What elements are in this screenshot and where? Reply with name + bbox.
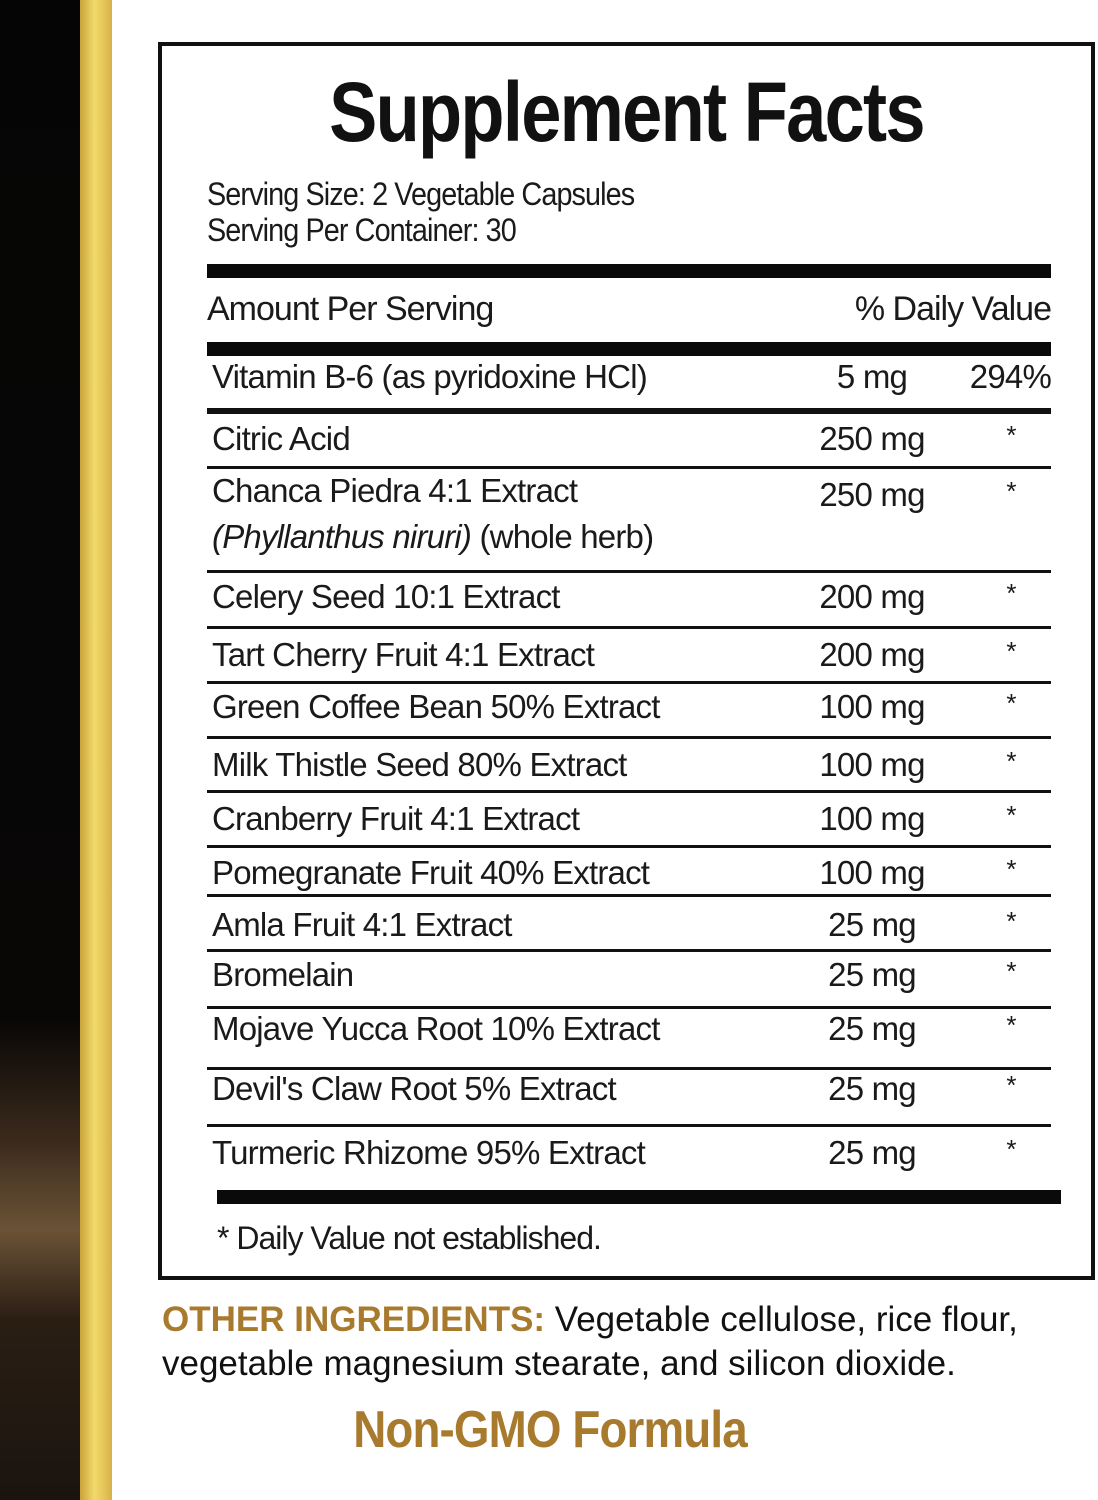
nutrient-name-text: Celery Seed 10:1 Extract	[212, 578, 560, 615]
thick-divider	[217, 1190, 1061, 1204]
daily-value: *	[1006, 420, 1016, 450]
row-divider	[207, 894, 1051, 897]
nutrient-name: Pomegranate Fruit 40% Extract	[212, 854, 650, 892]
nutrient-name: Bromelain	[212, 956, 354, 994]
nutrient-amount: 100 mg	[819, 854, 925, 891]
row-divider	[207, 1067, 1051, 1070]
nutrient-name-text: Vitamin B-6 (as pyridoxine HCl)	[212, 358, 648, 395]
decorative-gold-strip	[80, 0, 112, 1500]
row-divider	[207, 466, 1051, 469]
nutrient-name: Amla Fruit 4:1 Extract	[212, 906, 512, 944]
footnote: * Daily Value not established.	[217, 1220, 602, 1256]
nutrient-amount: 25 mg	[828, 1070, 917, 1107]
nutrient-amount: 200 mg	[819, 578, 925, 615]
nutrient-amount: 25 mg	[828, 1134, 917, 1171]
row-divider	[207, 1006, 1051, 1009]
nutrient-name-text: Bromelain	[212, 956, 354, 993]
nutrient-amount: 5 mg	[836, 358, 908, 395]
supplement-facts-panel: Supplement Facts Serving Size: 2 Vegetab…	[158, 42, 1095, 1280]
panel-title: Supplement Facts	[329, 65, 925, 159]
thick-divider	[207, 342, 1051, 356]
other-ingredients-label: OTHER INGREDIENTS:	[162, 1300, 546, 1339]
nutrient-name-text: Cranberry Fruit 4:1 Extract	[212, 800, 580, 837]
servings-per-container: Serving Per Container: 30	[207, 212, 517, 248]
nutrient-name: Cranberry Fruit 4:1 Extract	[212, 800, 580, 838]
daily-value: *	[1006, 1070, 1016, 1100]
decorative-dark-strip	[0, 0, 80, 1500]
daily-value: *	[1006, 800, 1016, 830]
nutrient-amount: 25 mg	[828, 906, 917, 943]
nutrient-amount: 25 mg	[828, 1010, 917, 1047]
non-gmo-badge: Non-GMO Formula	[353, 1401, 747, 1459]
other-ingredients: OTHER INGREDIENTS: Vegetable cellulose, …	[162, 1298, 1098, 1386]
daily-value: *	[1006, 906, 1016, 936]
nutrient-name: Green Coffee Bean 50% Extract	[212, 688, 660, 726]
daily-value: *	[1006, 636, 1016, 666]
other-ingredients-text: Vegetable cellulose, rice flour, vegetab…	[162, 1300, 1018, 1383]
row-divider	[207, 845, 1051, 848]
thick-divider	[207, 264, 1051, 278]
amount-per-serving-header: Amount Per Serving	[207, 290, 494, 328]
row-divider	[207, 570, 1051, 573]
nutrient-amount: 250 mg	[819, 476, 925, 513]
daily-value-header: % Daily Value	[854, 290, 1052, 328]
nutrient-amount: 100 mg	[819, 746, 925, 783]
nutrient-amount: 100 mg	[819, 800, 925, 837]
daily-value: *	[1006, 578, 1016, 608]
nutrient-name-text: Amla Fruit 4:1 Extract	[212, 906, 512, 943]
nutrient-name: Citric Acid	[212, 420, 351, 458]
daily-value: *	[1006, 1010, 1016, 1040]
nutrient-name-text: Tart Cherry Fruit 4:1 Extract	[212, 636, 595, 673]
daily-value: *	[1006, 956, 1016, 986]
nutrient-name-text: Citric Acid	[212, 420, 351, 457]
nutrient-name: Milk Thistle Seed 80% Extract	[212, 746, 627, 784]
serving-size: Serving Size: 2 Vegetable Capsules	[207, 176, 635, 212]
row-divider	[207, 949, 1051, 952]
nutrient-name: Celery Seed 10:1 Extract	[212, 578, 560, 616]
nutrient-name-text: Chanca Piedra 4:1 Extract	[212, 472, 578, 509]
nutrient-name: Mojave Yucca Root 10% Extract	[212, 1010, 660, 1048]
nutrient-amount: 100 mg	[819, 688, 925, 725]
row-divider	[207, 736, 1051, 739]
nutrient-name: Chanca Piedra 4:1 Extract (Phyllanthus ni…	[212, 468, 654, 560]
nutrient-amount: 200 mg	[819, 636, 925, 673]
row-divider	[207, 408, 1051, 414]
daily-value: 294%	[969, 358, 1052, 395]
nutrient-name-text: Mojave Yucca Root 10% Extract	[212, 1010, 660, 1047]
nutrient-amount: 250 mg	[819, 420, 925, 457]
daily-value: *	[1006, 746, 1016, 776]
plant-part: (whole herb)	[471, 518, 654, 555]
nutrient-name-text: Turmeric Rhizome 95% Extract	[212, 1134, 646, 1171]
row-divider	[207, 1124, 1051, 1127]
nutrient-name: Turmeric Rhizome 95% Extract	[212, 1134, 646, 1172]
latin-name: (Phyllanthus niruri)	[212, 518, 472, 555]
row-divider	[207, 626, 1051, 629]
daily-value: *	[1006, 688, 1016, 718]
nutrient-name: Devil's Claw Root 5% Extract	[212, 1070, 617, 1108]
nutrient-name-text: Green Coffee Bean 50% Extract	[212, 688, 660, 725]
nutrient-name: Vitamin B-6 (as pyridoxine HCl)	[212, 358, 648, 396]
nutrient-name: Tart Cherry Fruit 4:1 Extract	[212, 636, 595, 674]
daily-value: *	[1006, 1134, 1016, 1164]
nutrient-name-text: Devil's Claw Root 5% Extract	[212, 1070, 617, 1107]
nutrient-name-text: Pomegranate Fruit 40% Extract	[212, 854, 650, 891]
nutrient-name-text: Milk Thistle Seed 80% Extract	[212, 746, 627, 783]
daily-value: *	[1006, 476, 1016, 506]
row-divider	[207, 681, 1051, 684]
row-divider	[207, 790, 1051, 793]
daily-value: *	[1006, 854, 1016, 884]
nutrient-amount: 25 mg	[828, 956, 917, 993]
